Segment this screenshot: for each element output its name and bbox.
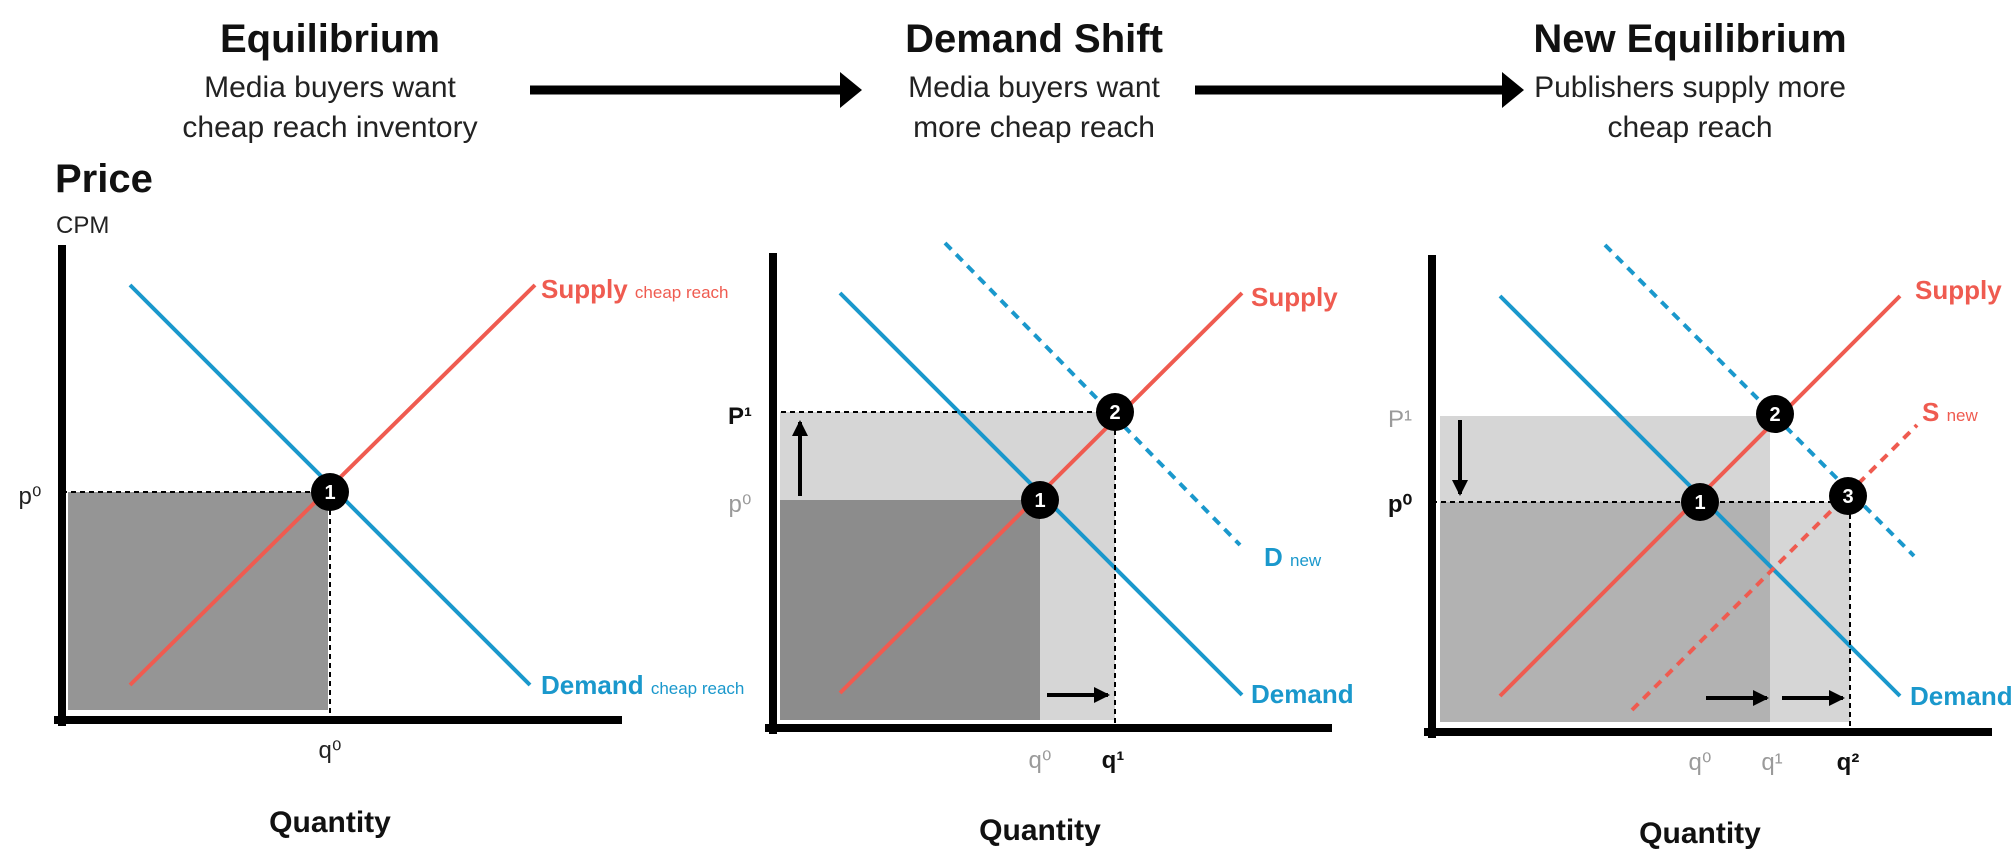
equilibrium-point-1 [1681,483,1719,521]
new-supply-curve [1630,423,1919,712]
stage-title: Demand Shift [905,17,1163,61]
x-axis-title: Quantity [1639,817,1761,850]
x-axis-title: Quantity [269,806,391,839]
p1-tick: P¹ [1388,406,1412,433]
stage-arrow-1-head [840,72,862,108]
demand-label: Demand cheap reach [541,670,744,700]
stage-subtitle-line-1: Publishers supply more [1534,71,1846,104]
stage-header-1: Equilibrium Media buyers want cheap reac… [182,17,477,144]
new-demand-curve [943,241,1242,547]
q0-tick: q⁰ [1689,749,1712,776]
dark-area [1440,502,1770,722]
stage-subtitle-line-2: more cheap reach [913,111,1155,144]
equilibrium-point-3 [1829,477,1867,515]
q2-tick: q² [1837,749,1860,776]
supply-label: Supply [1915,275,2002,305]
stage-title: New Equilibrium [1533,17,1846,61]
q0-tick: q⁰ [1029,747,1052,774]
stage-header-3: New Equilibrium Publishers supply more c… [1533,17,1846,144]
equilibrium-point-2 [1096,393,1134,431]
panel-equilibrium: 1 p⁰ q⁰ Supply cheap reach Demand cheap … [19,245,744,839]
stage-subtitle-line-1: Media buyers want [204,71,456,104]
dark-area [68,492,328,710]
y-axis-title: Price [55,157,153,201]
stage-title: Equilibrium [220,17,440,61]
new-demand-label: D new [1264,542,1322,572]
point-label: 2 [1109,402,1120,424]
q1-tick: q¹ [1761,749,1782,776]
demand-label: Demand [1251,679,1354,709]
point-label: 2 [1769,404,1780,426]
demand-label: Demand [1910,681,2013,711]
new-supply-label: S new [1922,397,1978,427]
stage-subtitle-line-2: cheap reach inventory [182,111,477,144]
stage-header-2: Demand Shift Media buyers want more chea… [905,17,1163,144]
point-label: 1 [324,482,335,504]
point-label: 3 [1842,486,1853,508]
point-label: 1 [1034,490,1045,512]
panel-demand-shift: 1 2 P¹ p⁰ q⁰ q¹ Supply Demand D new Quan… [728,241,1354,847]
equilibrium-point-1 [1021,481,1059,519]
q0-tick: q⁰ [319,737,342,764]
point-label: 1 [1694,492,1705,514]
p1-tick: P¹ [728,403,752,430]
q1-tick: q¹ [1102,747,1125,774]
stage-arrow-2-head [1502,72,1524,108]
p0-tick: p⁰ [729,491,752,518]
supply-label: Supply cheap reach [541,274,728,304]
panel-new-equilibrium: 1 2 3 P¹ p⁰ q⁰ q¹ q² Supply Demand S new… [1388,243,2013,850]
equilibrium-point-1 [311,473,349,511]
x-axis-title: Quantity [979,814,1101,847]
equilibrium-point-2 [1756,395,1794,433]
p0-tick: p⁰ [19,483,42,510]
stage-subtitle-line-2: cheap reach [1607,111,1772,144]
supply-label: Supply [1251,282,1338,312]
p0-tick: p⁰ [1388,491,1413,518]
y-axis-unit: CPM [56,212,109,239]
stage-subtitle-line-1: Media buyers want [908,71,1160,104]
